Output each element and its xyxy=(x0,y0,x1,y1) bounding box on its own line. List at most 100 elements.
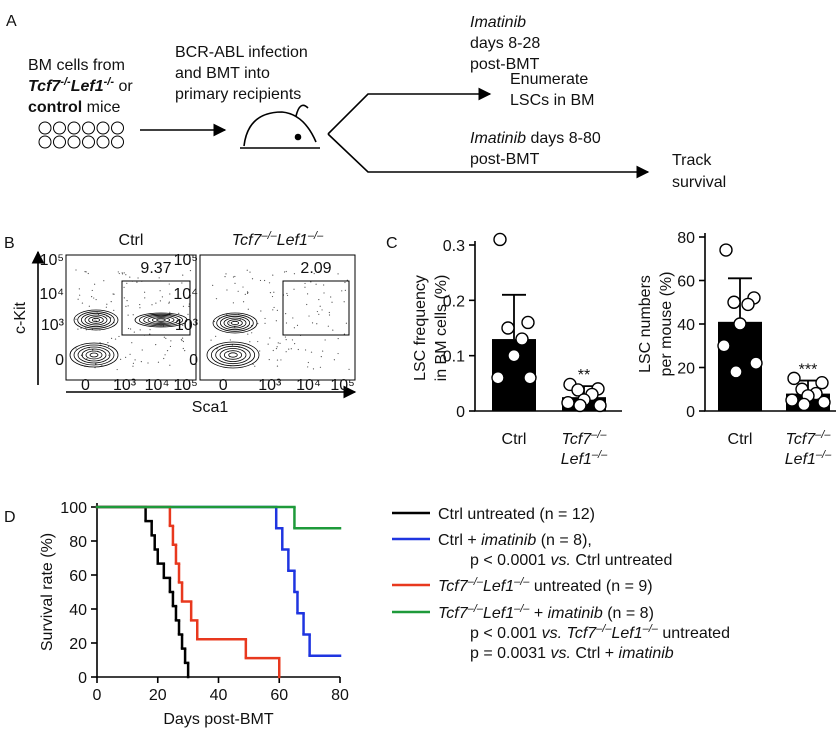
event-dot xyxy=(225,273,227,275)
event-dot xyxy=(159,300,161,302)
contour xyxy=(223,350,243,360)
event-dot xyxy=(344,289,346,291)
event-dot xyxy=(285,270,287,273)
event-dot xyxy=(184,350,186,352)
event-dot xyxy=(337,337,339,340)
data-point xyxy=(521,315,535,330)
event-dot xyxy=(237,290,239,292)
significance: ** xyxy=(578,367,590,384)
contour xyxy=(81,348,107,362)
contour xyxy=(223,317,247,329)
event-dot xyxy=(188,305,190,307)
schematic-text: BCR-ABL infection xyxy=(175,44,308,61)
event-dot xyxy=(226,314,228,316)
text-run: –/– xyxy=(467,576,484,588)
event-dot xyxy=(129,353,131,355)
x-tick-label: 60 xyxy=(270,687,288,704)
event-dot xyxy=(139,307,141,309)
schematic-text: and BMT into xyxy=(175,65,270,82)
significance: *** xyxy=(799,362,818,379)
text-run: Lef1 xyxy=(277,232,308,249)
data-point xyxy=(785,393,799,407)
event-dot xyxy=(247,291,249,294)
event-dot xyxy=(304,286,306,288)
x-tick-label: 10⁵ xyxy=(330,377,354,394)
event-dot xyxy=(275,347,278,350)
arrow xyxy=(327,87,492,135)
event-dot xyxy=(139,303,141,306)
text-run: Lef1 xyxy=(561,451,592,468)
cell xyxy=(53,135,66,149)
event-dot xyxy=(276,365,279,367)
legend-entry: p < 0.0001 vs. Ctrl untreated xyxy=(470,552,672,569)
event-dot xyxy=(93,297,95,299)
text-run: BM cells from xyxy=(28,57,125,74)
event-dot xyxy=(215,298,218,300)
event-dot xyxy=(293,288,295,290)
text-run: p = 0.0031 xyxy=(470,645,551,662)
event-dot xyxy=(137,277,139,279)
event-dot xyxy=(182,347,184,350)
event-dot xyxy=(322,350,324,352)
data-point xyxy=(571,383,585,397)
event-dot xyxy=(263,279,266,282)
text-run: and BMT into xyxy=(175,65,270,82)
event-dot xyxy=(75,348,77,350)
axis-label: Survival rate (%) xyxy=(39,533,56,651)
x-tick-label: 20 xyxy=(149,687,167,704)
y-tick-label: 100 xyxy=(60,500,87,517)
event-dot xyxy=(344,281,346,284)
event-dot xyxy=(269,337,271,339)
event-dot xyxy=(139,329,141,331)
contour xyxy=(77,346,111,364)
event-dot xyxy=(285,322,288,324)
text-run: post-BMT xyxy=(470,151,540,168)
schematic-text: primary recipients xyxy=(175,86,301,103)
event-dot xyxy=(129,276,131,278)
event-dot xyxy=(275,320,277,322)
event-dot xyxy=(232,276,235,278)
event-dot xyxy=(81,302,84,304)
event-dot xyxy=(168,302,170,304)
text-run: Tcf7 xyxy=(28,78,61,95)
event-dot xyxy=(307,366,309,368)
event-dot xyxy=(234,282,236,284)
event-dot xyxy=(251,278,254,280)
event-dot xyxy=(247,308,249,310)
text-run: untreated xyxy=(658,625,730,642)
contour xyxy=(88,316,104,324)
event-dot xyxy=(161,296,163,298)
event-dot xyxy=(77,328,79,330)
cell xyxy=(96,135,110,149)
event-dot xyxy=(226,289,228,291)
event-dot xyxy=(249,271,251,273)
event-dot xyxy=(155,302,157,304)
y-tick-label: 10⁴ xyxy=(173,286,198,303)
data-point xyxy=(593,398,607,413)
event-dot xyxy=(123,286,125,288)
event-dot xyxy=(158,277,160,279)
panel-label: C xyxy=(386,235,398,252)
data-point xyxy=(797,397,811,412)
event-dot xyxy=(121,273,124,275)
cell xyxy=(111,121,124,135)
axis-label: in BM cells (%) xyxy=(433,275,450,382)
text-run: post-BMT xyxy=(470,56,540,73)
contour xyxy=(134,312,188,328)
event-dot xyxy=(88,305,90,307)
event-dot xyxy=(324,339,326,341)
flow-title: Ctrl xyxy=(119,232,144,249)
contour xyxy=(89,352,99,358)
event-dot xyxy=(294,343,296,345)
gate-value: 9.37 xyxy=(140,260,171,277)
legend-entry: p = 0.0031 vs. Ctrl + imatinib xyxy=(470,645,674,662)
cell xyxy=(82,135,95,149)
event-dot xyxy=(318,313,320,315)
y-tick-label: 0 xyxy=(686,404,695,421)
contour xyxy=(151,317,171,323)
event-dot xyxy=(318,270,320,272)
event-dot xyxy=(277,342,279,344)
y-tick-label: 10⁵ xyxy=(40,252,64,269)
data-point xyxy=(493,232,507,247)
event-dot xyxy=(242,286,244,288)
